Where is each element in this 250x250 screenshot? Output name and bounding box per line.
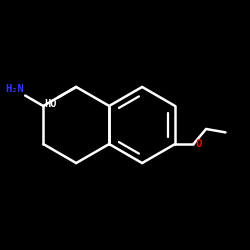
Text: H₂N: H₂N — [5, 84, 24, 94]
Text: HO: HO — [44, 98, 57, 108]
Text: O: O — [195, 139, 202, 149]
